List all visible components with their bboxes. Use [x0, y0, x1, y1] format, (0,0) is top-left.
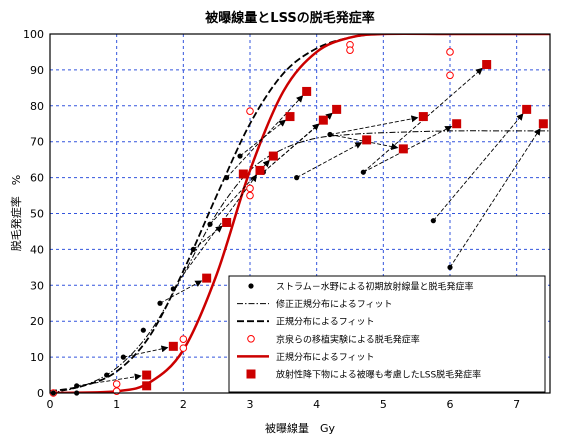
- y-tick-label: 60: [30, 172, 44, 185]
- data-point-red-open-circle: [112, 380, 121, 388]
- data-point-red-square: [452, 119, 462, 129]
- data-points: [49, 40, 548, 397]
- data-point-red-square: [318, 115, 328, 125]
- y-tick-label: 30: [30, 279, 44, 292]
- data-point-black-dot: [294, 175, 300, 181]
- shift-arrow: [329, 134, 399, 151]
- data-point-red-square: [482, 60, 492, 70]
- y-tick-label: 50: [30, 208, 44, 221]
- legend-label: 正規分布によるフィット: [276, 316, 375, 328]
- data-point-black-dot: [104, 372, 110, 378]
- data-point-red-square: [238, 169, 248, 179]
- y-tick-label: 70: [30, 136, 44, 149]
- data-point-red-open-circle: [446, 71, 454, 80]
- shift-arrow: [329, 115, 419, 135]
- data-point-red-square: [202, 273, 212, 283]
- data-point-black-dot: [207, 221, 213, 227]
- data-point-red-square: [302, 86, 312, 96]
- shift-arrow: [159, 280, 203, 304]
- plot-frame: [49, 33, 551, 394]
- y-tick-label: 100: [23, 28, 44, 41]
- data-point-black-dot: [170, 286, 176, 292]
- shift-arrow: [123, 345, 169, 358]
- data-point-red-square: [222, 217, 232, 227]
- data-point-red-open-circle: [446, 48, 454, 56]
- y-tick-label: 80: [30, 100, 44, 113]
- legend-marker: [247, 335, 255, 343]
- data-point-red-square: [255, 165, 265, 175]
- legend-box: [228, 275, 546, 393]
- legend-label: 正規分布によるフィット: [276, 351, 375, 363]
- data-point-red-square: [418, 112, 428, 122]
- y-tick-label: 0: [37, 387, 44, 400]
- x-tick-label: 6: [447, 398, 454, 411]
- data-point-red-open-circle: [246, 184, 254, 193]
- x-tick-label: 2: [180, 398, 187, 411]
- shift-arrow: [432, 113, 524, 221]
- data-point-red-square: [538, 119, 548, 129]
- x-axis-label: 被曝線量 Gy: [265, 421, 336, 435]
- data-point-black-dot: [120, 354, 126, 360]
- data-point-black-dot: [190, 246, 196, 252]
- data-point-red-open-circle: [246, 191, 254, 200]
- data-point-red-open-circle: [246, 107, 254, 115]
- y-tick-label: 40: [30, 243, 44, 256]
- shift-arrow: [193, 225, 223, 250]
- shift-arrow: [182, 174, 258, 275]
- data-point-red-open-circle: [346, 46, 354, 54]
- data-point-red-square: [285, 112, 295, 122]
- data-point-red-square: [362, 135, 372, 145]
- data-point-black-dot: [430, 218, 436, 224]
- shift-arrow: [449, 127, 541, 268]
- legend-label: 放射性降下物による被曝も考慮したLSS脱毛発症率: [276, 369, 481, 381]
- legend-marker: [248, 283, 254, 289]
- data-point-red-square: [268, 151, 278, 161]
- data-point-black-dot: [360, 169, 366, 175]
- data-point-black-dot: [224, 175, 230, 181]
- x-tick-label: 0: [47, 398, 54, 411]
- data-point-red-square: [142, 370, 152, 380]
- y-tick-label: 20: [30, 315, 44, 328]
- chart-title: 被曝線量とLSSの脱毛発症率: [204, 10, 374, 26]
- data-point-red-open-circle: [179, 344, 188, 352]
- legend-label: ストラム－水野による初期放射線量と脱毛発症率: [276, 281, 473, 293]
- x-tick-label: 4: [313, 398, 320, 411]
- x-tick-label: 3: [247, 398, 254, 411]
- x-tick-label: 7: [513, 398, 520, 411]
- x-tick-label: 1: [113, 398, 120, 411]
- shift-arrow: [263, 123, 320, 173]
- data-point-red-square: [522, 104, 532, 114]
- data-point-black-dot: [327, 131, 333, 138]
- x-tick-label: 5: [380, 398, 387, 411]
- y-tick-label: 10: [30, 351, 44, 364]
- data-point-red-square: [332, 104, 342, 114]
- shift-arrow: [296, 142, 363, 178]
- legend-label: 京泉らの移植実験による脱毛発症率: [276, 333, 420, 345]
- legend-label: 修正正規分布によるフィット: [276, 298, 393, 310]
- y-tick-label: 90: [30, 64, 44, 77]
- legend: ストラム－水野による初期放射線量と脱毛発症率修正正規分布によるフィット正規分布に…: [228, 275, 546, 393]
- data-point-black-dot: [237, 153, 243, 159]
- data-point-black-dot: [447, 264, 453, 270]
- data-point-red-open-circle: [179, 335, 188, 343]
- shift-arrow: [239, 119, 287, 157]
- data-point-red-square: [168, 341, 178, 351]
- data-point-black-dot: [157, 300, 163, 306]
- data-point-red-square: [398, 144, 408, 154]
- legend-marker: [246, 369, 256, 379]
- data-point-black-dot: [74, 383, 80, 389]
- y-axis-label: 脱毛発症率 %: [9, 175, 23, 251]
- shift-arrow: [76, 373, 142, 387]
- data-point-red-square: [142, 381, 152, 391]
- data-point-black-dot: [140, 327, 146, 333]
- x-tick-labels: 0 1 2 3 4 5 6 7: [47, 398, 521, 411]
- y-tick-labels: 0 10 20 30 40 50 60 70 80 90 100: [23, 28, 44, 400]
